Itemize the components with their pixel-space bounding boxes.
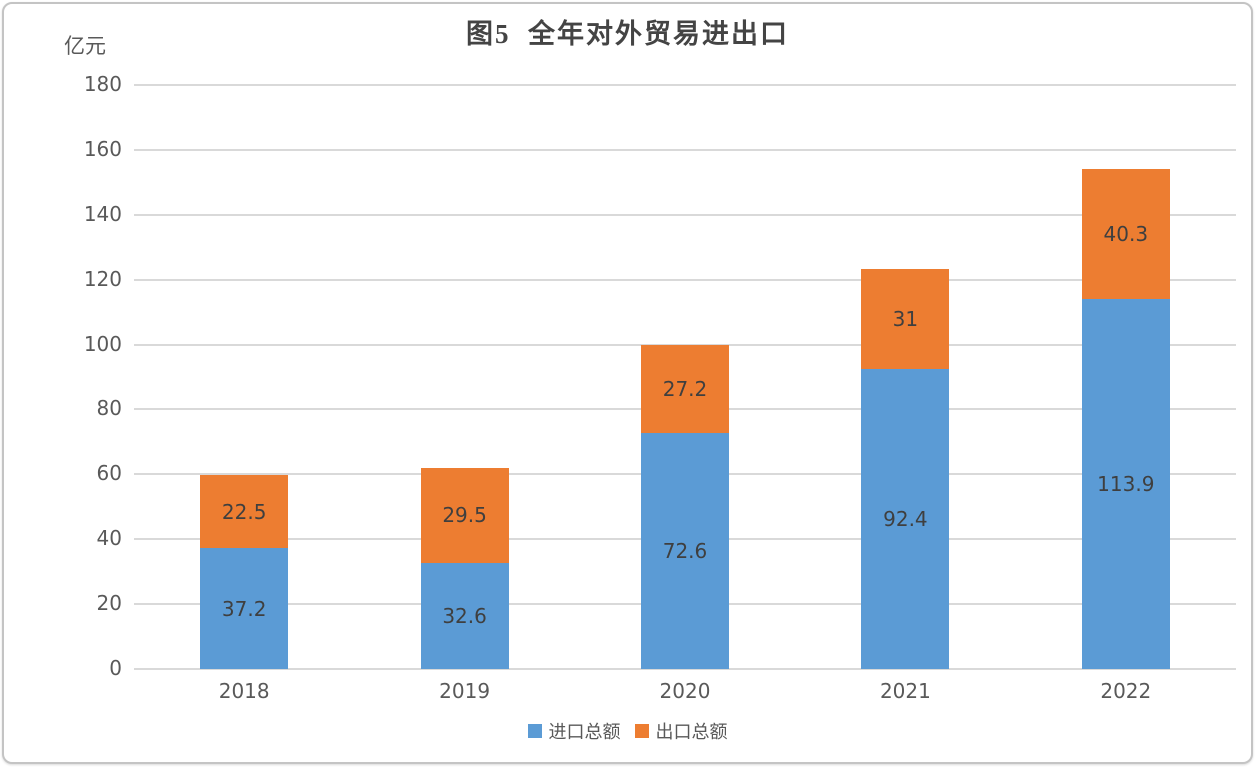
chart-title: 图5 全年对外贸易进出口 — [466, 19, 789, 49]
legend-label: 出口总额 — [655, 722, 728, 742]
bar-value-label: 72.6 — [662, 539, 708, 564]
gridline — [134, 343, 1236, 346]
y-axis-tick-label: 20 — [96, 591, 122, 616]
bar-segment: 31 — [861, 268, 950, 370]
bar-segment: 72.6 — [641, 433, 729, 669]
bar-segment: 22.5 — [200, 475, 289, 549]
y-axis-tick-label: 140 — [83, 201, 122, 226]
y-axis-tick-label: 0 — [109, 656, 122, 680]
y-axis-tick-label: 60 — [96, 461, 122, 486]
bar-segment: 37.2 — [200, 548, 289, 669]
bar-value-label: 92.4 — [883, 507, 928, 532]
y-axis-tick-label: 120 — [83, 266, 122, 291]
y-axis-tick-label: 80 — [96, 396, 122, 421]
x-axis-tick-label: 2022 — [1100, 679, 1152, 703]
gridline — [134, 668, 1236, 670]
bar-segment: 92.4 — [861, 369, 950, 669]
x-axis-tick-label: 2020 — [659, 679, 711, 703]
legend-label: 进口总额 — [548, 722, 621, 742]
x-axis-tick-label: 2018 — [218, 679, 270, 703]
bar-segment: 40.3 — [1081, 168, 1170, 300]
y-axis-unit-label: 亿元 — [64, 34, 106, 58]
y-axis-tick-label: 40 — [96, 526, 122, 551]
bar-value-label: 22.5 — [221, 499, 267, 524]
x-axis-tick-label: 2021 — [879, 679, 931, 703]
x-axis-tick-label: 2019 — [439, 679, 491, 703]
bar-segment: 113.9 — [1081, 299, 1170, 669]
gridline — [134, 278, 1236, 281]
y-axis-tick-label: 100 — [83, 331, 122, 356]
y-axis-tick-label: 180 — [83, 72, 122, 96]
legend-swatch-icon — [527, 724, 542, 738]
bar-value-label: 37.2 — [221, 596, 267, 621]
bar-value-label: 27.2 — [662, 377, 708, 402]
y-axis-tick-label: 160 — [83, 136, 122, 161]
legend-swatch-icon — [634, 724, 649, 738]
legend: 进口总额 出口总额 — [4, 718, 1251, 744]
bar-value-label: 31 — [892, 306, 919, 331]
bar-value-label: 113.9 — [1097, 472, 1155, 497]
gridline — [134, 213, 1236, 216]
bar-segment: 32.6 — [420, 563, 509, 669]
bar-value-label: 29.5 — [442, 503, 487, 528]
legend-item: 出口总额 — [634, 718, 728, 744]
legend-item: 进口总额 — [527, 718, 621, 744]
bar-segment: 29.5 — [420, 467, 509, 564]
bar-value-label: 40.3 — [1103, 222, 1149, 247]
bar-value-label: 32.6 — [442, 604, 487, 629]
bar-segment: 27.2 — [641, 345, 729, 434]
gridline — [134, 84, 1236, 86]
gridline — [134, 148, 1236, 151]
